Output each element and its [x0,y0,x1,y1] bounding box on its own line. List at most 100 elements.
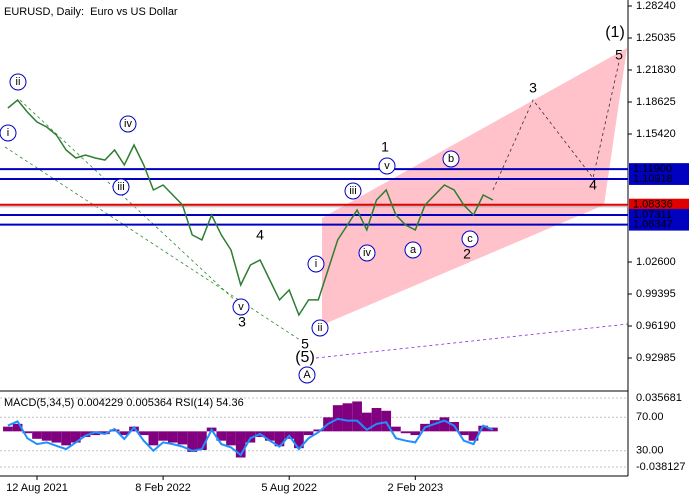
wave-label: ii [16,76,21,88]
y-tick-label: 30.00 [636,445,664,457]
macd-bar [100,431,110,435]
wave-label: (5) [295,349,315,366]
macd-bar [235,431,246,458]
level-label-box [629,218,689,231]
macd-bar [410,431,421,436]
wave-label: iv [363,247,371,259]
wave-label: 2 [463,246,471,262]
macd-bar [12,423,23,432]
macd-bar [264,431,275,441]
rsi-line [7,417,494,457]
wave-circle [232,298,250,316]
macd-bar [148,431,159,446]
macd-bar [158,431,168,441]
level-label-box [629,198,689,211]
y-tick-label: 1.25035 [636,32,676,44]
macd-bar [313,429,324,432]
forecast-channel [322,48,627,325]
wave-label: A [303,369,311,381]
trend-line [315,323,629,359]
macd-bar [429,420,440,432]
x-tick-label: 12 Aug 2021 [6,482,68,494]
wave-label: ii [318,322,323,334]
wave-label: 3 [238,314,246,330]
wave-label: b [448,153,454,165]
price-line [7,98,494,317]
y-tick-label: 1.02600 [636,256,676,268]
trend-line [4,146,301,341]
y-tick-label: 0.035681 [636,392,682,404]
wave-label: 1 [381,139,389,155]
level-label: 1.10918 [633,173,673,185]
wave-label: 4 [256,227,264,243]
level-label: 1.08336 [633,199,673,211]
macd-bar [294,431,304,449]
y-tick-label: 1.21830 [636,64,676,76]
macd-bar [342,403,353,432]
y-tick-label: 1.18625 [636,96,676,108]
wave-circle [461,230,479,248]
wave-circle [378,157,396,175]
wave-label: a [410,244,417,256]
macd-bar [70,431,81,443]
wave-label: v [384,160,390,172]
wave-label: (1) [605,24,625,41]
wave-circle [298,366,316,384]
y-tick-label: 0.92985 [636,352,676,364]
wave-circle [119,115,137,133]
wave-label: c [467,233,473,245]
macd-bar [274,431,285,447]
level-label: 1.11900 [633,163,672,175]
level-label-box [629,172,689,185]
forecast-path [492,61,620,191]
y-tick-label: 0.99395 [636,288,676,300]
macd-bar [41,431,52,441]
level-label-box [629,163,689,176]
y-tick-label: 0.96190 [636,320,676,332]
wave-label: v [238,301,244,313]
wave-label: 4 [589,177,597,193]
wave-circle [358,244,376,262]
macd-bar [391,426,401,432]
macd-bar [478,425,489,432]
wave-circle [9,73,27,91]
macd-bar [80,431,91,437]
macd-bar [32,431,42,439]
wave-circle [311,319,329,337]
trend-line [19,99,241,306]
wave-circle [404,241,422,259]
macd-bar [167,431,178,443]
wave-circle [442,150,460,168]
macd-bar [352,401,362,432]
y-tick-label: 1.15420 [636,128,676,140]
macd-bar [439,417,450,432]
x-tick-label: 8 Feb 2022 [135,482,191,494]
y-tick-label: -0.038127 [636,461,686,473]
wave-label: iii [117,181,124,193]
wave-label: iii [349,185,356,197]
wave-label: i [315,258,317,270]
macd-bar [400,431,411,434]
macd-bar [51,431,62,443]
macd-bar [371,407,382,432]
wave-label: 5 [615,47,623,63]
indicator-label: MACD(5,34,5) 0.004229 0.005364 RSI(14) 5… [4,397,244,409]
wave-label: 3 [529,80,537,96]
wave-circle [112,178,130,196]
wave-label: iv [124,118,132,130]
x-tick-label: 2 Feb 2023 [387,482,443,494]
macd-bar [119,431,130,436]
level-label-box [629,208,689,221]
macd-bar [245,431,256,443]
y-tick-label: 70.00 [636,411,664,423]
macd-bar [177,431,188,445]
wave-circle [0,124,17,142]
macd-bar [22,431,33,434]
x-tick-label: 5 Aug 2022 [261,482,317,494]
macd-bar [3,426,13,432]
macd-bar [197,431,207,451]
macd-bar [187,431,198,452]
macd-bar [138,431,149,436]
macd-bar [303,431,314,436]
